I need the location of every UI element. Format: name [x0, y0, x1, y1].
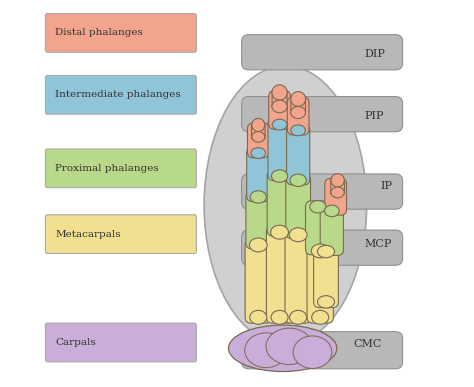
Ellipse shape [290, 174, 306, 187]
FancyBboxPatch shape [325, 178, 346, 215]
Ellipse shape [290, 310, 307, 324]
Ellipse shape [293, 336, 332, 368]
Ellipse shape [318, 245, 335, 258]
FancyBboxPatch shape [331, 177, 345, 195]
Ellipse shape [331, 174, 344, 187]
Text: Intermediate phalanges: Intermediate phalanges [55, 90, 181, 99]
Ellipse shape [271, 225, 289, 239]
Text: PIP: PIP [365, 111, 384, 121]
Text: DIP: DIP [365, 49, 385, 59]
FancyBboxPatch shape [286, 175, 310, 239]
FancyBboxPatch shape [46, 75, 196, 114]
FancyBboxPatch shape [287, 97, 309, 135]
FancyBboxPatch shape [246, 147, 270, 202]
Ellipse shape [272, 170, 288, 182]
Ellipse shape [249, 238, 267, 252]
FancyBboxPatch shape [307, 245, 333, 323]
FancyBboxPatch shape [46, 323, 196, 362]
Ellipse shape [331, 187, 344, 198]
Text: CMC: CMC [353, 339, 382, 349]
Ellipse shape [251, 147, 265, 159]
FancyBboxPatch shape [242, 97, 402, 132]
FancyBboxPatch shape [242, 174, 402, 209]
FancyBboxPatch shape [46, 14, 196, 52]
Ellipse shape [272, 119, 287, 130]
Ellipse shape [312, 310, 328, 324]
FancyBboxPatch shape [266, 226, 293, 323]
Ellipse shape [291, 92, 306, 106]
Ellipse shape [245, 333, 287, 368]
Ellipse shape [228, 325, 337, 372]
Text: IP: IP [380, 181, 392, 191]
Text: Distal phalanges: Distal phalanges [55, 28, 143, 38]
FancyBboxPatch shape [242, 332, 402, 369]
FancyBboxPatch shape [245, 239, 272, 323]
Ellipse shape [204, 66, 367, 344]
Ellipse shape [252, 118, 265, 132]
Ellipse shape [272, 85, 287, 100]
FancyBboxPatch shape [285, 229, 311, 323]
Ellipse shape [310, 200, 326, 213]
FancyBboxPatch shape [267, 170, 292, 236]
Ellipse shape [325, 205, 339, 217]
Text: Proximal phalanges: Proximal phalanges [55, 164, 159, 173]
FancyBboxPatch shape [287, 125, 310, 185]
FancyBboxPatch shape [320, 205, 344, 255]
Text: Metacarpals: Metacarpals [55, 229, 121, 239]
FancyBboxPatch shape [247, 123, 269, 158]
Ellipse shape [272, 100, 287, 113]
FancyBboxPatch shape [314, 246, 338, 308]
FancyBboxPatch shape [252, 122, 265, 140]
Ellipse shape [291, 106, 306, 118]
Ellipse shape [311, 244, 329, 258]
FancyBboxPatch shape [46, 149, 196, 188]
Ellipse shape [318, 296, 335, 308]
FancyBboxPatch shape [46, 215, 196, 253]
Text: MCP: MCP [365, 239, 392, 249]
FancyBboxPatch shape [242, 230, 402, 265]
Ellipse shape [250, 310, 267, 324]
Text: Carpals: Carpals [55, 338, 96, 347]
Ellipse shape [250, 191, 266, 203]
FancyBboxPatch shape [242, 35, 402, 70]
Ellipse shape [271, 310, 288, 324]
Ellipse shape [291, 125, 306, 136]
FancyBboxPatch shape [268, 119, 291, 181]
Ellipse shape [266, 328, 312, 365]
Ellipse shape [252, 132, 265, 142]
FancyBboxPatch shape [306, 201, 330, 255]
FancyBboxPatch shape [269, 91, 291, 129]
FancyBboxPatch shape [272, 89, 287, 110]
FancyBboxPatch shape [291, 96, 305, 116]
Ellipse shape [289, 228, 307, 242]
FancyBboxPatch shape [246, 191, 271, 249]
